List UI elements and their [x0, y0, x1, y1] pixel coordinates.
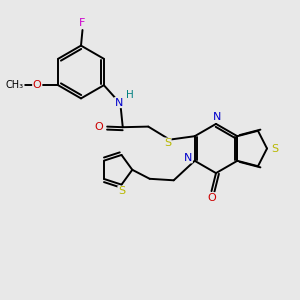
Text: H: H [126, 90, 134, 100]
Text: S: S [164, 138, 171, 148]
Text: O: O [33, 80, 41, 90]
Text: N: N [184, 153, 192, 163]
Text: S: S [118, 186, 125, 196]
Text: F: F [79, 18, 86, 28]
Text: O: O [94, 122, 103, 132]
Text: CH₃: CH₃ [6, 80, 24, 90]
Text: N: N [115, 98, 123, 108]
Text: N: N [213, 112, 222, 122]
Text: O: O [207, 193, 216, 203]
Text: S: S [271, 143, 278, 154]
